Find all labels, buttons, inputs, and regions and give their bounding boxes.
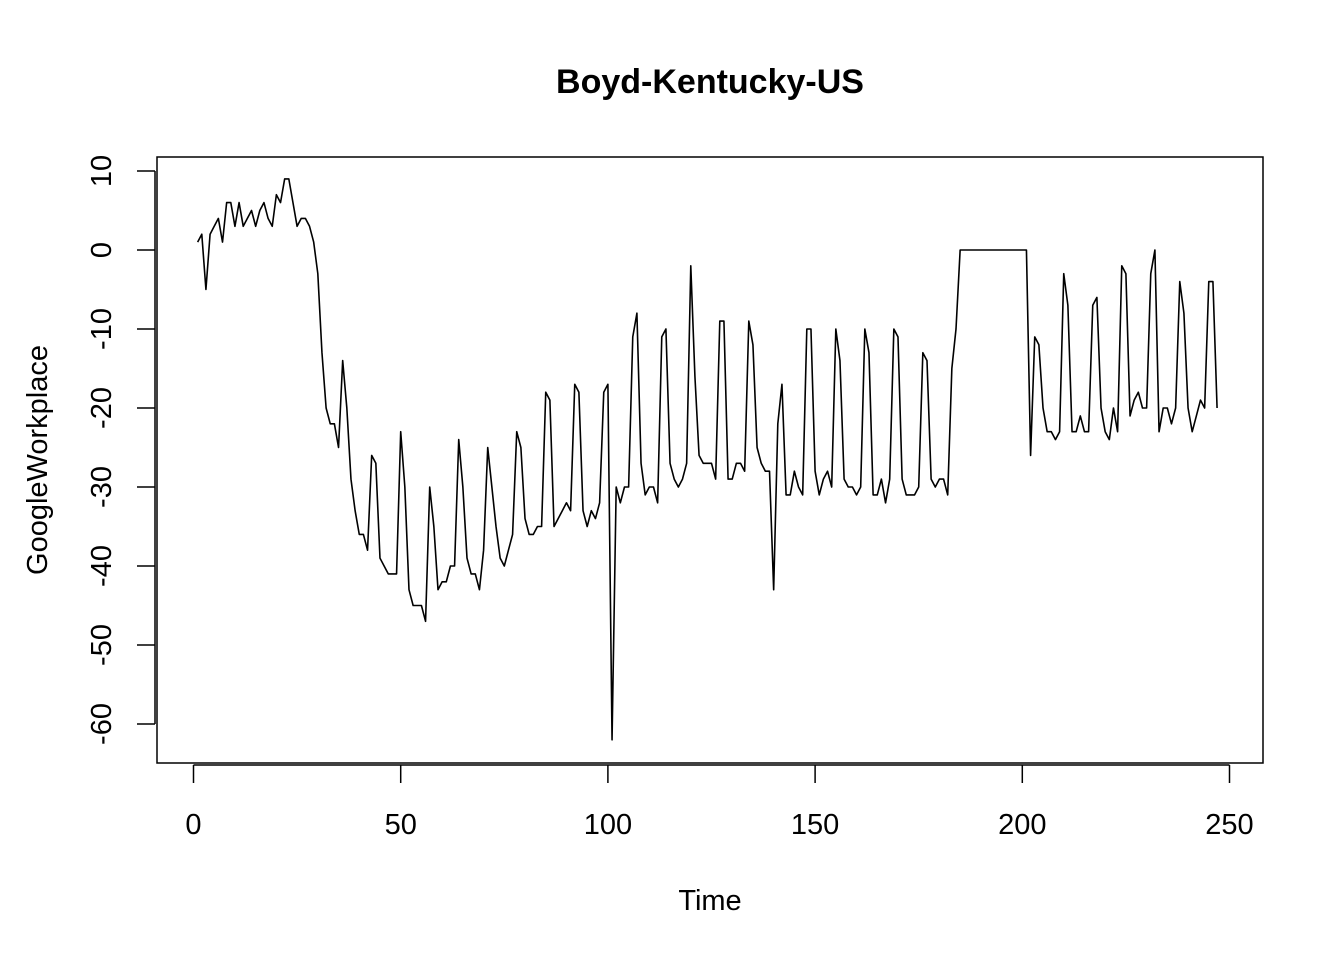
series-layer xyxy=(196,178,1218,741)
x-tick-label: 0 xyxy=(185,809,201,841)
x-tick-label: 100 xyxy=(584,809,632,841)
y-tick-label: -10 xyxy=(86,308,118,350)
x-axis: 0 50 100 150 200 250 xyxy=(185,764,1254,841)
x-axis-label: Time xyxy=(678,885,741,917)
x-tick-label: 200 xyxy=(998,809,1046,841)
chart-title: Boyd-Kentucky-US xyxy=(556,63,864,101)
y-tick-label: -40 xyxy=(86,545,118,587)
series-line xyxy=(196,178,1218,741)
y-tick-label: -20 xyxy=(86,387,118,429)
y-tick-label: -60 xyxy=(86,703,118,745)
x-tick-label: 150 xyxy=(791,809,839,841)
y-tick-label: -50 xyxy=(86,624,118,666)
y-tick-label: 0 xyxy=(86,242,118,258)
y-tick-label: -30 xyxy=(86,466,118,508)
x-tick-label: 250 xyxy=(1205,809,1253,841)
plot-frame xyxy=(156,156,1264,764)
y-axis-label: GoogleWorkplace xyxy=(22,345,54,575)
y-tick-label: 10 xyxy=(86,155,118,187)
y-axis: -60 -50 -40 -30 -20 -10 0 10 xyxy=(86,155,156,745)
x-tick-label: 50 xyxy=(385,809,417,841)
